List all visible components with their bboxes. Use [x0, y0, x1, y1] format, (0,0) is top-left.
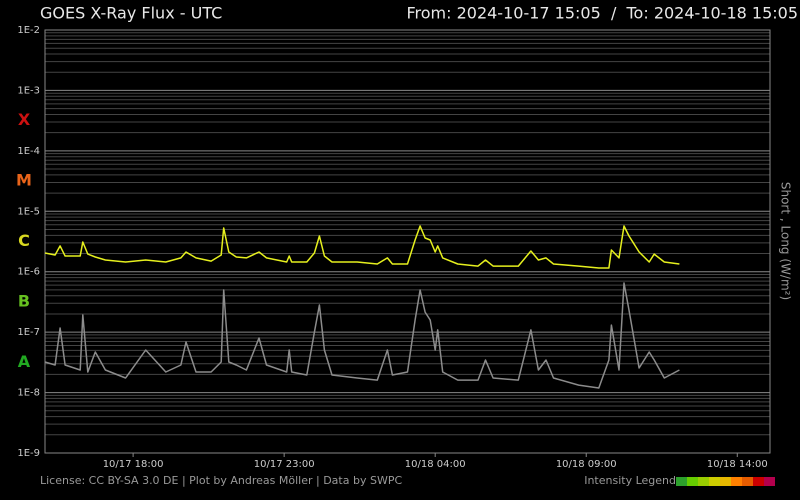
- y-tick-label: 1E-7: [17, 327, 40, 338]
- flare-class-label: C: [18, 231, 30, 250]
- y-tick-label: 1E-6: [17, 267, 40, 278]
- time-range: From: 2024-10-17 15:05 / To: 2024-10-18 …: [406, 4, 798, 23]
- x-tick-label: 10/17 18:00: [103, 459, 164, 470]
- y-axis-label: Short , Long (W/m²): [779, 182, 793, 300]
- y-tick-label: 1E-2: [17, 25, 40, 36]
- intensity-swatch: [742, 477, 753, 486]
- y-tick-label: 1E-5: [17, 206, 40, 217]
- footer: License: CC BY-SA 3.0 DE | Plot by Andre…: [40, 474, 402, 487]
- series-line: [44, 282, 680, 389]
- chart-title: GOES X-Ray Flux - UTC: [40, 4, 222, 23]
- y-tick-label: 1E-9: [17, 448, 40, 459]
- intensity-swatch: [698, 477, 709, 486]
- intensity-swatch: [720, 477, 731, 486]
- flare-class-label: B: [18, 291, 30, 310]
- intensity-swatch: [676, 477, 687, 486]
- plot-frame: [44, 29, 771, 454]
- intensity-swatch: [687, 477, 698, 486]
- intensity-legend-label: Intensity Legend: [584, 474, 676, 487]
- flare-class-label: M: [16, 171, 32, 190]
- series-line: [44, 225, 680, 269]
- intensity-swatch: [731, 477, 742, 486]
- x-tick-label: 10/18 04:00: [405, 459, 466, 470]
- flare-class-label: X: [18, 110, 31, 129]
- x-tick-label: 10/17 23:00: [254, 459, 315, 470]
- intensity-swatch: [764, 477, 775, 486]
- intensity-swatch: [753, 477, 764, 486]
- flare-class-label: A: [18, 352, 31, 371]
- x-tick-label: 10/18 09:00: [556, 459, 617, 470]
- intensity-swatch: [709, 477, 720, 486]
- y-tick-label: 1E-3: [17, 85, 40, 96]
- y-tick-label: 1E-4: [17, 146, 40, 157]
- x-tick-label: 10/18 14:00: [707, 459, 768, 470]
- y-tick-label: 1E-8: [17, 388, 40, 399]
